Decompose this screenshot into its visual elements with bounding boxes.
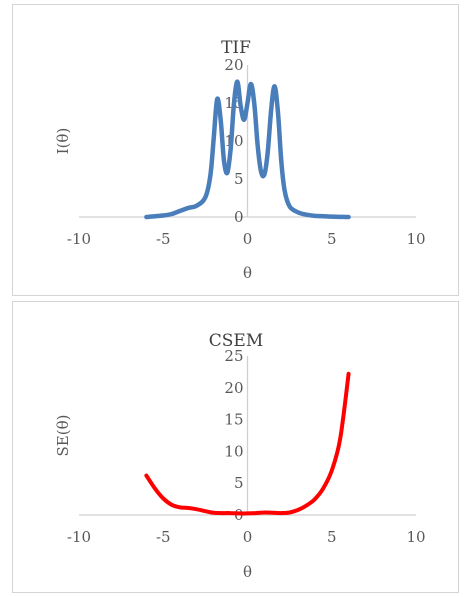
tif-y-tick-label: 20 bbox=[224, 56, 243, 74]
csem-series-line bbox=[144, 371, 351, 516]
tif-x-tick-label: 5 bbox=[327, 230, 337, 248]
csem-x-axis-title: θ bbox=[243, 563, 252, 581]
tif-chart-title: TIF bbox=[221, 38, 251, 58]
tif-x-tick-label: -5 bbox=[156, 230, 171, 248]
csem-x-tick-label: 5 bbox=[327, 528, 337, 546]
tif-chart-panel: 0 5 10 15 20 -10 -5 0 5 10 TIF θ I(θ) bbox=[12, 4, 459, 296]
csem-x-tick-label: 10 bbox=[406, 528, 425, 546]
csem-x-tick-label: 0 bbox=[243, 528, 253, 546]
csem-y-tick-label: 25 bbox=[224, 347, 243, 365]
tif-x-axis-title: θ bbox=[243, 264, 252, 282]
tif-x-tick-label: 0 bbox=[243, 230, 253, 248]
tif-x-tick-label: 10 bbox=[406, 230, 425, 248]
tif-y-tick-label: 0 bbox=[234, 208, 244, 226]
csem-y-tick-label: 5 bbox=[234, 474, 244, 492]
csem-y-tick-label: 10 bbox=[224, 442, 243, 460]
tif-y-axis-title: I(θ) bbox=[54, 128, 72, 155]
csem-chart-panel: 0 5 10 15 20 25 -10 -5 0 5 10 CSEM θ SE(θ) bbox=[12, 301, 459, 593]
tif-y-tick-label: 5 bbox=[234, 170, 244, 188]
csem-x-tick-label: -10 bbox=[67, 528, 91, 546]
csem-chart-title: CSEM bbox=[209, 331, 263, 351]
csem-y-axis-title: SE(θ) bbox=[54, 415, 72, 457]
csem-x-tick-label: -5 bbox=[156, 528, 171, 546]
tif-x-tick-label: -10 bbox=[67, 230, 91, 248]
csem-y-tick-label: 15 bbox=[224, 411, 243, 429]
csem-y-tick-label: 20 bbox=[224, 379, 243, 397]
tif-series-line bbox=[144, 79, 351, 220]
